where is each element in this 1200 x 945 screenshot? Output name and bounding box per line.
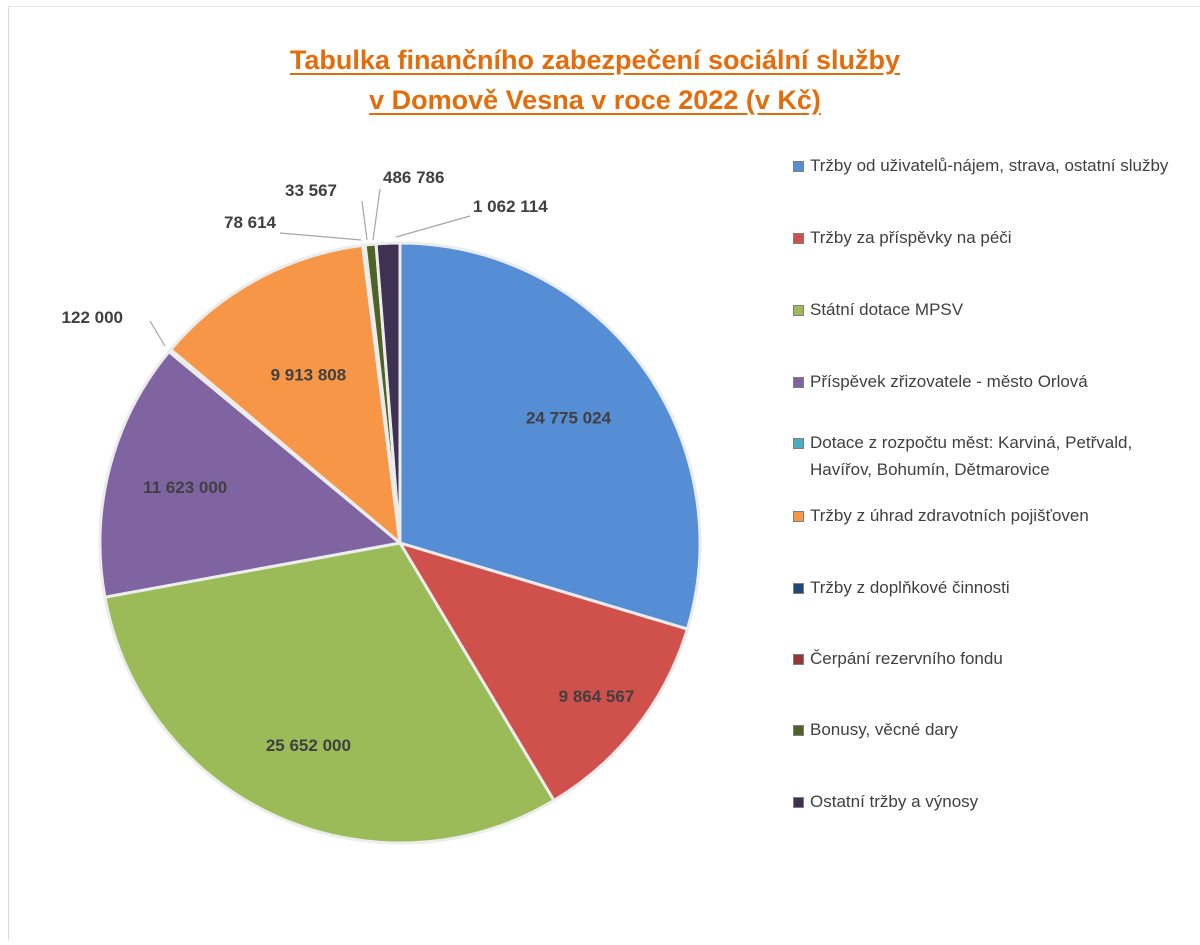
pie-slice [103,541,556,845]
data-label: 486 786 [383,168,444,187]
legend-label: Tržby od uživatelů-nájem, strava, ostatn… [810,156,1169,175]
data-label: 78 614 [224,213,277,232]
legend-swatch [793,305,804,316]
chart-title-line-1: Tabulka finančního zabezpečení sociální … [289,45,901,75]
legend-item: Čerpání rezervního fondu [792,645,1192,672]
data-label: 25 652 000 [266,736,351,755]
leader-line [149,320,166,347]
data-label: 11 623 000 [143,478,227,497]
data-label: 9 913 808 [271,365,347,384]
data-label: 122 000 [62,308,123,327]
pie-slice [169,243,402,545]
legend-label: Státní dotace MPSV [810,300,964,319]
leader-line [279,232,362,241]
data-label: 24 775 024 [526,409,612,428]
pie-slice [98,350,402,599]
legend-label: Čerpání rezervního fondu [810,649,1003,668]
legend-label: Ostatní tržby a výnosy [810,792,979,811]
pie-slice [398,241,702,631]
legend-swatch [793,438,804,449]
legend-item: Tržby z doplňkové činnosti [792,574,1192,601]
pie-slice [374,241,402,545]
chart-title-line-2: v Domově Vesna v roce 2022 (v Kč) [369,85,821,115]
legend-label: Bonusy, věcné dary [810,720,959,739]
leader-lines [149,188,471,347]
data-labels: 24 775 024 9 864 567 25 652 000 11 623 000 1… [62,168,635,755]
legend-swatch [793,583,804,594]
legend-item: Tržby z úhrad zdravotních pojišťoven [792,502,1192,529]
legend-label: Příspěvek zřizovatele - město Orlová [810,372,1088,391]
pie-slices [98,241,702,845]
legend-swatch [793,654,804,665]
legend-label: Tržby za příspěvky na péči [810,228,1012,247]
legend-item: Ostatní tržby a výnosy [792,788,1192,815]
legend-swatch [793,377,804,388]
data-label: 33 567 [285,181,337,200]
legend-item: Státní dotace MPSV [792,296,1192,323]
legend-label: Tržby z doplňkové činnosti [810,578,1010,597]
legend-swatch [793,233,804,244]
leader-line [372,188,381,241]
legend-item: Tržby za příspěvky na péči [792,224,1192,251]
leader-line [361,200,368,241]
leader-line [395,215,471,238]
pie-slice [398,541,689,803]
legend-swatch [793,725,804,736]
legend-swatch [793,161,804,172]
legend-item: Tržby od uživatelů-nájem, strava, ostatn… [792,152,1192,179]
chart-title: Tabulka finančního zabezpečení sociální … [180,40,1010,120]
legend-item: Bonusy, věcné dary [792,716,1192,743]
data-label: 1 062 114 [473,197,548,216]
legend-label: Tržby z úhrad zdravotních pojišťoven [810,506,1089,525]
legend-item: Dotace z rozpočtu měst: Karviná, Petřval… [792,429,1192,483]
data-label: 9 864 567 [559,687,635,706]
legend-swatch [793,511,804,522]
legend-item: Příspěvek zřizovatele - město Orlová [792,368,1192,395]
legend-label: Dotace z rozpočtu měst: Karviná, Petřval… [810,433,1133,479]
legend-swatch [793,797,804,808]
chart-area [8,6,1200,940]
